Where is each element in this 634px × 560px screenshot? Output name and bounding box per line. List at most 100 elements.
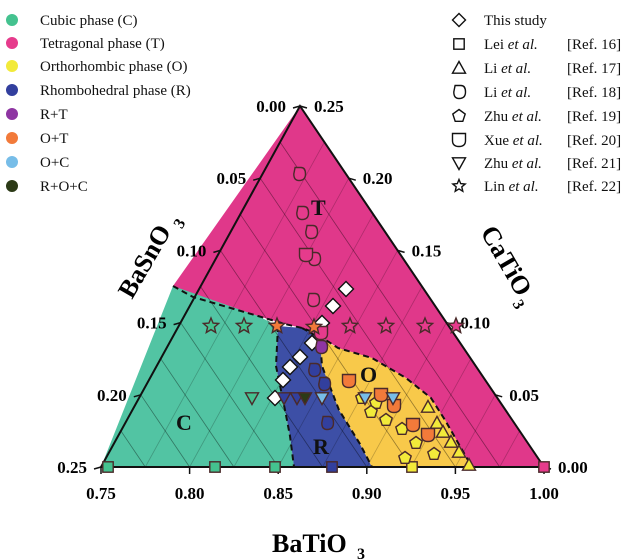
tick-label-left: 0.20 — [97, 386, 127, 405]
legend-marker-diamond — [451, 12, 467, 28]
tick-left — [213, 249, 221, 254]
grid-line — [499, 430, 520, 468]
data-point-triangle-up — [461, 457, 477, 471]
source-legend-item: Zhu et al. [Ref. 21] — [451, 156, 621, 172]
grid-line — [120, 430, 146, 468]
phase-legend-item: R+O+C — [6, 179, 88, 195]
data-point-square — [102, 461, 114, 473]
source-legend-ref: [Ref. 18] — [567, 85, 621, 101]
grid-line — [200, 286, 323, 468]
data-point-drop — [315, 339, 329, 355]
data-point-star — [304, 317, 324, 335]
tick-left — [292, 105, 301, 109]
data-point-diamond — [324, 297, 342, 315]
source-legend-ref: [Ref. 22] — [567, 179, 621, 195]
grid-line — [366, 322, 447, 468]
data-point-shield — [341, 373, 357, 389]
grid-line — [233, 214, 374, 468]
phase-label-o: O — [360, 362, 377, 387]
data-point-triangle-up — [435, 424, 451, 438]
phase-legend-item: Cubic phase (C) — [6, 13, 137, 29]
data-point-pentagon — [397, 450, 413, 464]
data-point-drop — [308, 362, 322, 378]
axis-title-right-main: CaTiO — [475, 221, 538, 301]
tick-label-left: 0.15 — [137, 314, 167, 333]
tick-left — [93, 466, 102, 470]
data-point-triangle-up — [443, 434, 459, 448]
data-points — [102, 166, 550, 473]
axis-title-bottom-main: BaTiO — [272, 529, 347, 558]
legend-marker-star — [451, 177, 467, 193]
legend-marker-pentagon — [451, 108, 467, 122]
tick-labels: 0.75 0.80 0.85 0.90 0.95 1.00 0.00 0.05 0.10 0.15… — [57, 97, 588, 503]
source-legend-label: Li et al. — [484, 85, 531, 101]
data-point-star — [415, 316, 435, 334]
grid-line — [322, 286, 423, 468]
data-point-triangle-up — [429, 415, 445, 429]
phase-label-c: C — [176, 410, 192, 435]
data-point-shield — [386, 398, 402, 414]
data-point-triangle-down — [276, 392, 292, 406]
tick-right — [299, 105, 308, 109]
data-point-drop — [318, 376, 332, 392]
data-point-pentagon — [426, 446, 442, 460]
phase-boundary — [274, 325, 295, 468]
source-legend-label: Xue et al. — [484, 133, 543, 149]
phase-boundary — [301, 327, 373, 468]
grid-line — [259, 177, 456, 468]
data-point-diamond — [281, 358, 299, 376]
legend-dot-orthorhombic — [6, 60, 18, 72]
legend-label-orthorhombic: Orthorhombic phase (O) — [40, 59, 187, 75]
data-point-drop — [296, 205, 310, 221]
data-point-diamond — [291, 348, 309, 366]
data-point-square — [406, 461, 418, 473]
data-point-star — [267, 316, 287, 334]
tick-label-bottom: 0.80 — [175, 484, 205, 503]
legend-label-cubic: Cubic phase (C) — [40, 13, 137, 29]
data-point-pentagon — [408, 435, 424, 449]
phase-label-r: R — [313, 434, 330, 459]
source-legend-ref: [Ref. 17] — [567, 61, 621, 77]
tick-label-right: 0.05 — [509, 386, 539, 405]
legend-dot-rhombohedral — [6, 84, 18, 96]
phase-label-t: T — [311, 195, 326, 220]
data-point-triangle-down — [314, 392, 330, 406]
tick-left — [173, 321, 181, 326]
source-legend-ref: [Ref. 16] — [567, 37, 621, 53]
source-legend-label: Li et al. — [484, 61, 531, 77]
data-point-drop — [293, 166, 307, 182]
phase-legend-item: O+C — [6, 155, 69, 171]
data-point-shield — [373, 387, 389, 403]
data-point-triangle-down — [297, 392, 313, 406]
phase-legend-item: R+T — [6, 107, 68, 123]
data-point-star — [340, 316, 360, 334]
legend-dot-cubic — [6, 14, 18, 26]
tick-label-left: 0.10 — [177, 241, 207, 260]
grid-line — [144, 141, 325, 468]
grid-line — [410, 358, 472, 468]
region-tetragonal — [173, 106, 544, 467]
phase-legend-item: Rhombohedral phase (R) — [6, 83, 191, 99]
legend-dot-r-t — [6, 108, 18, 120]
tick-label-right: 0.00 — [558, 458, 588, 477]
legend-label-o-c: O+C — [40, 155, 69, 171]
grid-line — [279, 141, 501, 468]
grid-line — [140, 394, 190, 468]
tick-label-bottom: 0.95 — [441, 484, 471, 503]
legend-label-rhombohedral: Rhombohedral phase (R) — [40, 83, 191, 99]
data-point-star — [376, 316, 396, 334]
grid-line — [160, 358, 235, 468]
source-legend-item: Li et al. [Ref. 17] — [451, 60, 621, 77]
axis-title-bottom-sub: 3 — [357, 546, 365, 560]
legend-marker-square — [453, 38, 465, 50]
axis-title-left-sub: 3 — [171, 216, 190, 231]
data-point-drop — [307, 292, 321, 308]
phase-legend-item: O+T — [6, 131, 68, 147]
data-point-triangle-up — [420, 399, 436, 413]
tick-label-left: 0.25 — [57, 458, 87, 477]
grid-line — [189, 178, 350, 468]
tick-label-bottom: 1.00 — [529, 484, 559, 503]
source-legend-ref: [Ref. 21] — [567, 156, 621, 172]
grid-line — [140, 394, 190, 468]
tick-right — [348, 177, 357, 181]
